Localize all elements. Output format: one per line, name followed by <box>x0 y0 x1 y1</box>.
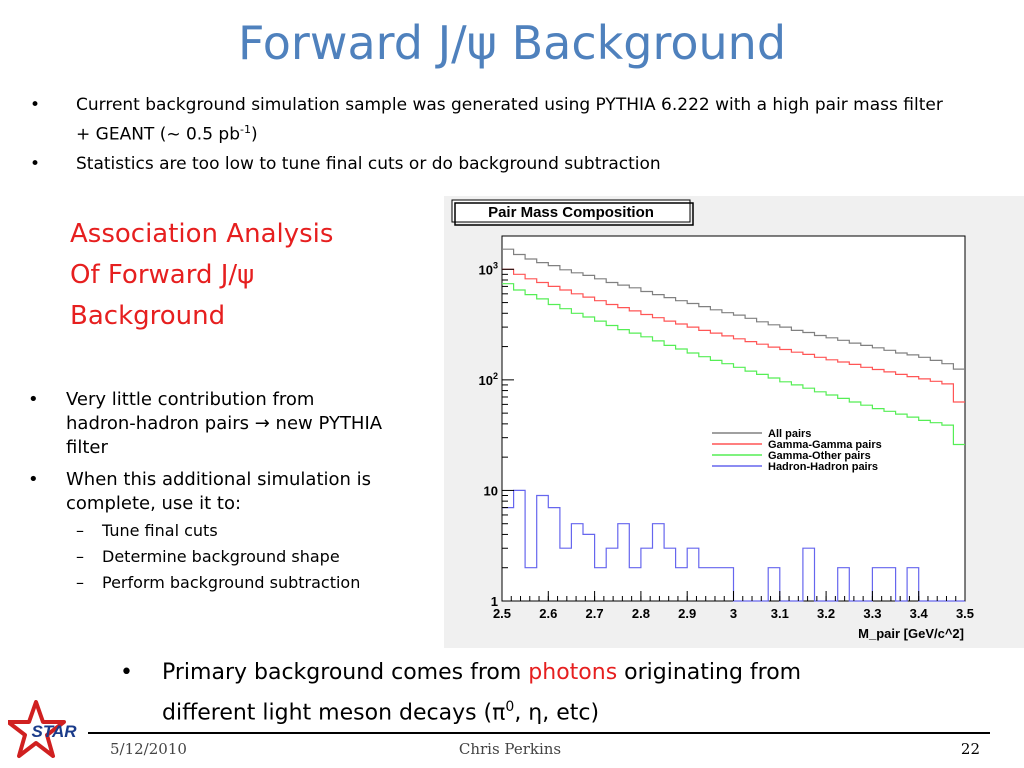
footer-author: Chris Perkins <box>458 740 562 758</box>
x-tick-label: 2.9 <box>678 606 696 621</box>
left-bullet-1-line: Very little contribution from <box>66 389 315 410</box>
primary-bullet: • Primary background comes from photons … <box>120 656 801 730</box>
sub-bullet-dash: – <box>76 573 84 592</box>
footer-page-number: 22 <box>960 740 980 758</box>
x-tick-label: 3.4 <box>910 606 929 621</box>
series-layer <box>502 248 965 602</box>
footer-date: 5/12/2010 <box>110 740 187 758</box>
plot-frame <box>501 235 966 602</box>
primary-line-2: different light meson decays (π0, η, etc… <box>162 690 801 730</box>
primary-highlight: photons <box>528 660 618 685</box>
star-logo: STAR <box>6 700 88 762</box>
continuation-post: ) <box>250 124 258 145</box>
primary-line2-pre: different light meson decays (π <box>162 700 506 726</box>
x-tick-label: 3 <box>730 606 737 621</box>
star-icon <box>6 700 66 758</box>
x-tick-label: 3.2 <box>817 606 835 621</box>
x-tick-label: 3.1 <box>771 606 789 621</box>
bullet-dot: • <box>120 660 133 685</box>
star-logo-graphic: STAR <box>6 700 77 758</box>
sub-bullet-list: – Tune final cuts – Determine background s… <box>76 518 436 596</box>
y-tick-label: 103 <box>479 260 498 277</box>
legend-label: All pairs <box>768 428 811 440</box>
sub-bullet: – Determine background shape <box>76 544 436 570</box>
sub-bullet: – Perform background subtraction <box>76 570 436 596</box>
left-bullet-2-line: complete, use it to: <box>66 493 242 514</box>
sub-bullet-text: Tune final cuts <box>102 521 218 540</box>
bullet-dot: • <box>30 154 41 174</box>
sub-bullet-dash: – <box>76 521 84 540</box>
series-line-2 <box>502 268 965 403</box>
primary-line-1: Primary background comes from photons or… <box>162 656 801 690</box>
plot-area <box>501 235 966 602</box>
association-heading-line: Association Analysis <box>70 219 334 249</box>
top-bullet-1-text: Current background simulation sample was… <box>76 95 943 115</box>
primary-line2-post: , η, etc) <box>514 700 600 726</box>
association-heading-line: Background <box>70 301 226 331</box>
legend-label: Gamma-Other pairs <box>768 450 871 462</box>
left-bullet-2-line: When this additional simulation is <box>66 469 372 490</box>
y-tick-label: 1 <box>491 594 498 609</box>
sub-bullet-dash: – <box>76 547 84 566</box>
pair-mass-chart: Pair Mass Composition 2.5 2.6 2.7 2.8 2.9 3 3.… <box>444 196 1024 648</box>
sub-bullet: – Tune final cuts <box>76 518 436 544</box>
legend-label: Hadron-Hadron pairs <box>768 461 878 473</box>
x-tick-label: 3.3 <box>863 606 881 621</box>
y-tick-label: 10 <box>484 483 498 498</box>
logo-text: STAR <box>31 722 77 741</box>
x-tick-label: 3.5 <box>956 606 974 621</box>
top-bullet-2: • Statistics are too low to tune final c… <box>30 153 1020 177</box>
series-line-4 <box>502 489 965 602</box>
left-bullet-2: • When this additional simulation is com… <box>28 468 448 516</box>
series-line-1 <box>502 248 965 370</box>
chart-title-shadow <box>454 202 694 226</box>
x-axis-label: M_pair [GeV/c^2] <box>858 626 964 641</box>
primary-line2-sup: 0 <box>505 699 515 715</box>
x-tick-label: 2.8 <box>632 606 650 621</box>
association-heading: Association Analysis Of Forward J/ψ Back… <box>70 214 333 337</box>
left-bullet-1-line: hadron-hadron pairs → new PYTHIA <box>66 413 383 434</box>
left-bullet-1-line: filter <box>66 437 108 458</box>
series-line-3 <box>502 283 965 446</box>
primary-post: originating from <box>617 660 802 685</box>
footer-rule <box>88 732 990 734</box>
chart-title: Pair Mass Composition <box>488 204 654 221</box>
top-bullet-1-continuation: + GEANT (~ 0.5 pb-1) <box>76 118 258 147</box>
x-tick-label: 2.5 <box>493 606 511 621</box>
sub-bullet-text: Perform background subtraction <box>102 573 361 592</box>
chart-svg: Pair Mass Composition 2.5 2.6 2.7 2.8 2.9 3 3.… <box>451 199 974 641</box>
y-tick-label: 102 <box>479 371 498 388</box>
legend-label: Gamma-Gamma pairs <box>768 439 882 451</box>
continuation-sup: -1 <box>240 123 251 136</box>
primary-pre: Primary background comes from <box>162 660 529 685</box>
continuation-pre: + GEANT (~ 0.5 pb <box>76 124 240 145</box>
x-tick-label: 2.6 <box>539 606 557 621</box>
association-heading-line: Of Forward J/ψ <box>70 260 255 290</box>
x-tick-label: 2.7 <box>586 606 604 621</box>
top-bullet-2-text: Statistics are too low to tune final cut… <box>76 154 661 174</box>
left-bullet-1: • Very little contribution from hadron-h… <box>28 388 448 460</box>
bullet-dot: • <box>28 389 39 410</box>
bullet-dot: • <box>30 95 41 115</box>
sub-bullet-text: Determine background shape <box>102 547 340 566</box>
chart-title-box <box>451 199 691 223</box>
axis-layer: 2.5 2.6 2.7 2.8 2.9 3 3.1 3.2 3.3 3.4 3.5 1 10 102 103 <box>479 235 974 621</box>
slide-title: Forward J/ψ Background <box>237 16 787 70</box>
top-bullet-1: • Current background simulation sample w… <box>30 94 1020 145</box>
bullet-dot: • <box>28 469 39 490</box>
